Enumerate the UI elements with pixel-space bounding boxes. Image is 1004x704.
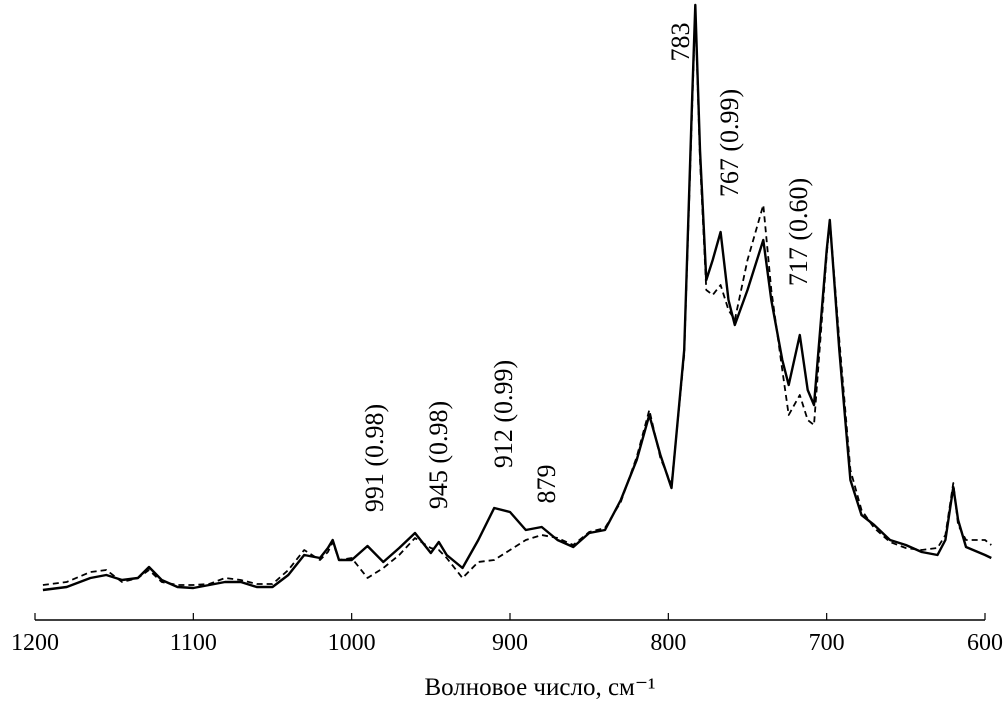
x-tick-label: 1200	[11, 630, 59, 656]
spectrum-line	[42, 9, 992, 586]
x-tick-label: 1100	[170, 630, 217, 656]
x-tick-label: 900	[492, 630, 528, 656]
spectrum-line	[42, 3, 992, 592]
x-tick-label: 1000	[328, 630, 376, 656]
peak-annotation: 767 (0.99)	[715, 89, 744, 197]
peak-annotation: 717 (0.60)	[784, 178, 813, 286]
x-tick-label: 600	[967, 630, 1003, 656]
x-axis-title: Волновое число, см⁻¹	[424, 674, 655, 701]
peak-annotation: 991 (0.98)	[360, 404, 389, 512]
peak-annotation: 912 (0.99)	[489, 360, 518, 468]
peak-annotation: 945 (0.98)	[424, 401, 453, 509]
x-tick-label: 700	[809, 630, 845, 656]
peak-annotation: 783	[666, 23, 695, 62]
x-tick-label: 800	[650, 630, 686, 656]
peak-annotation: 879	[532, 465, 561, 504]
